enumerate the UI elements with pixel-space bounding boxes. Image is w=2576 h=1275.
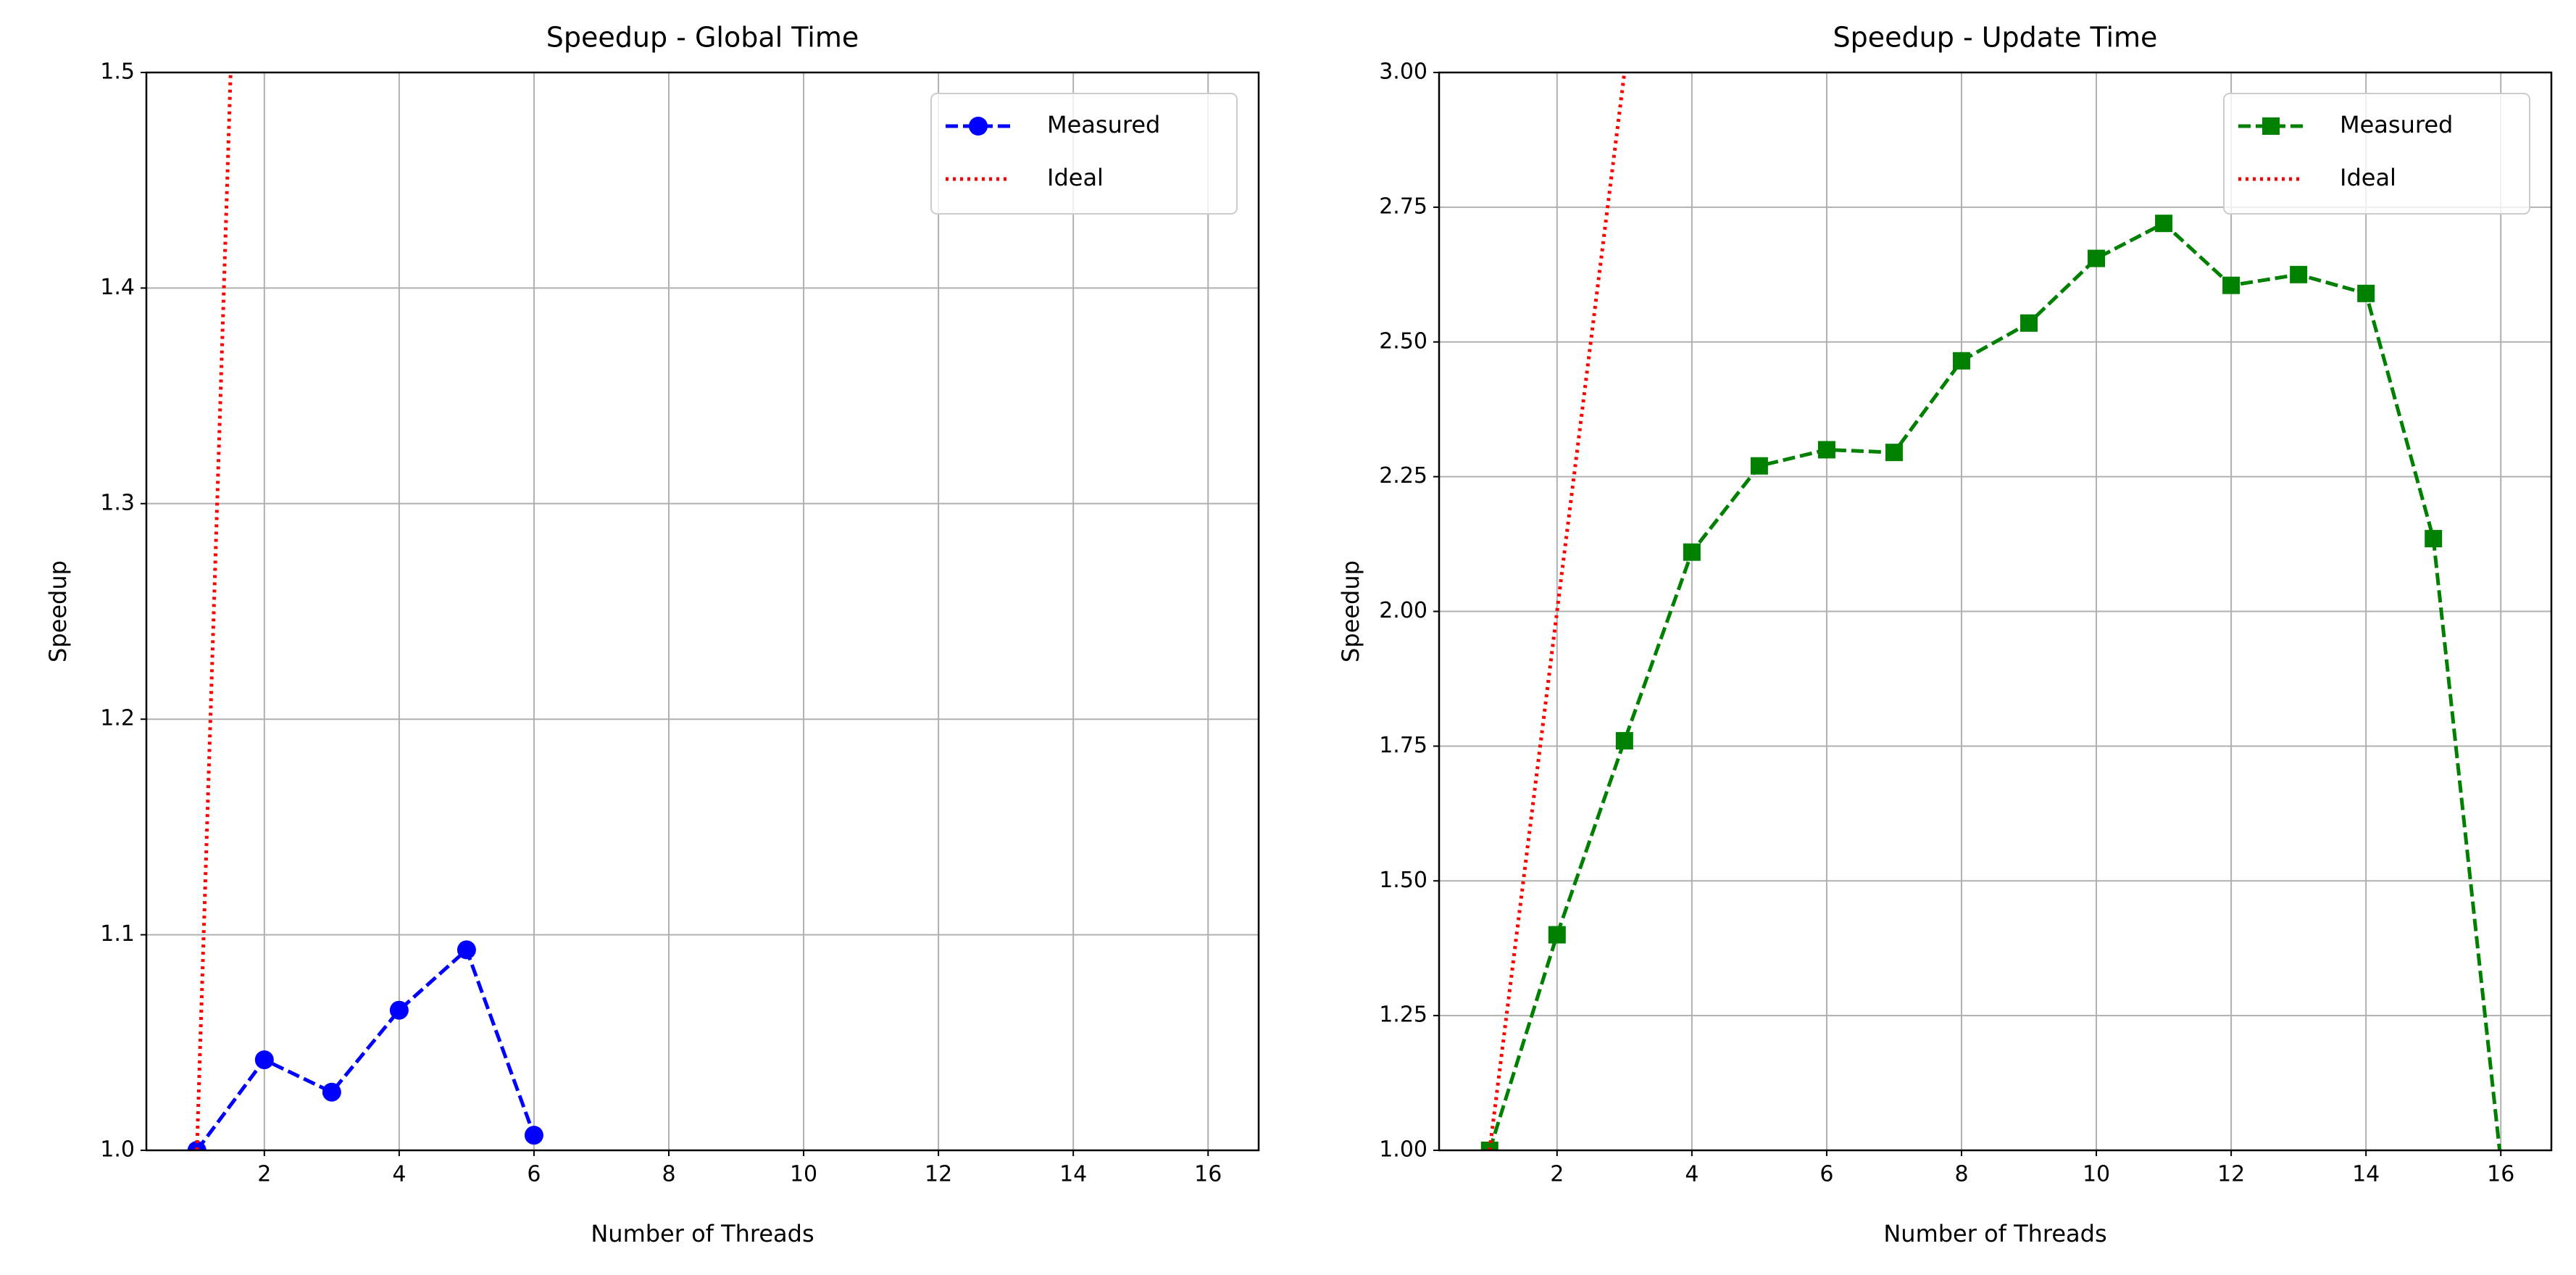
x-tick-label: 6 <box>527 1162 541 1187</box>
x-tick-label: 4 <box>1685 1162 1698 1187</box>
x-tick-label: 14 <box>2352 1162 2380 1187</box>
marker <box>1952 352 1970 370</box>
marker <box>2357 284 2375 302</box>
plot-area <box>187 72 543 1150</box>
y-tick-label: 1.2 <box>100 706 135 731</box>
y-tick-label: 2.25 <box>1379 463 1427 489</box>
series-line <box>195 947 536 1150</box>
marker <box>524 1126 543 1145</box>
marker <box>1750 457 1768 475</box>
legend-box <box>930 93 1238 215</box>
x-tick-label: 10 <box>790 1162 817 1187</box>
legend-box <box>2223 93 2530 215</box>
marker <box>2290 265 2308 283</box>
marker <box>2088 249 2106 267</box>
y-tick-label: 2.75 <box>1379 194 1427 219</box>
marker <box>1548 926 1566 944</box>
marker <box>1480 1142 1499 1150</box>
legend-label: Ideal <box>1047 164 1104 191</box>
x-tick-label: 10 <box>2083 1162 2110 1187</box>
y-tick-label: 2.00 <box>1379 598 1427 623</box>
x-tick-label: 16 <box>2487 1162 2514 1187</box>
y-tick-label: 1.3 <box>100 490 135 515</box>
marker <box>1615 731 1633 749</box>
chart-title: Speedup - Global Time <box>546 22 859 54</box>
marker <box>2425 530 2443 548</box>
axes-frame <box>145 71 1260 1152</box>
x-tick-label: 2 <box>257 1162 271 1187</box>
chart-title: Speedup - Update Time <box>1833 22 2158 54</box>
y-tick-label: 1.4 <box>100 275 135 300</box>
x-tick-label: 12 <box>2217 1162 2245 1187</box>
y-tick-label: 1.5 <box>100 59 135 85</box>
marker <box>1683 543 1701 561</box>
series-line <box>1488 221 2502 1150</box>
marker <box>2155 215 2173 233</box>
marker <box>254 1050 274 1070</box>
marker <box>322 1082 341 1102</box>
x-tick-label: 14 <box>1059 1162 1087 1187</box>
plot-area <box>1480 72 2502 1150</box>
x-tick-label: 4 <box>392 1162 406 1187</box>
x-axis-label: Number of Threads <box>591 1220 814 1247</box>
marker <box>969 117 988 136</box>
x-axis-label: Number of Threads <box>1883 1220 2106 1247</box>
y-tick-label: 1.0 <box>100 1137 135 1163</box>
legend-label: Measured <box>2340 111 2453 138</box>
y-tick-label: 2.50 <box>1379 328 1427 354</box>
marker <box>2222 276 2241 294</box>
y-tick-label: 1.50 <box>1379 868 1427 893</box>
marker <box>187 1141 207 1150</box>
marker <box>1885 444 1903 462</box>
x-tick-label: 16 <box>1194 1162 1222 1187</box>
marker <box>2262 117 2280 135</box>
y-tick-label: 1.1 <box>100 921 135 947</box>
marker <box>2020 314 2038 332</box>
y-axis-label: Speedup <box>44 560 72 663</box>
y-tick-label: 1.75 <box>1379 733 1427 758</box>
marker <box>1817 441 1835 459</box>
marker <box>389 1000 409 1020</box>
y-tick-label: 1.00 <box>1379 1137 1427 1163</box>
axes-frame <box>1438 71 2553 1152</box>
marker <box>457 940 476 960</box>
x-tick-label: 2 <box>1550 1162 1564 1187</box>
legend-label: Ideal <box>2340 164 2396 191</box>
x-tick-label: 6 <box>1820 1162 1833 1187</box>
y-tick-label: 1.25 <box>1379 1002 1427 1028</box>
y-axis-label: Speedup <box>1337 560 1364 663</box>
x-tick-label: 8 <box>662 1162 675 1187</box>
y-tick-label: 3.00 <box>1379 59 1427 85</box>
x-tick-label: 12 <box>925 1162 952 1187</box>
x-tick-label: 8 <box>1954 1162 1968 1187</box>
legend-label: Measured <box>1047 111 1160 138</box>
